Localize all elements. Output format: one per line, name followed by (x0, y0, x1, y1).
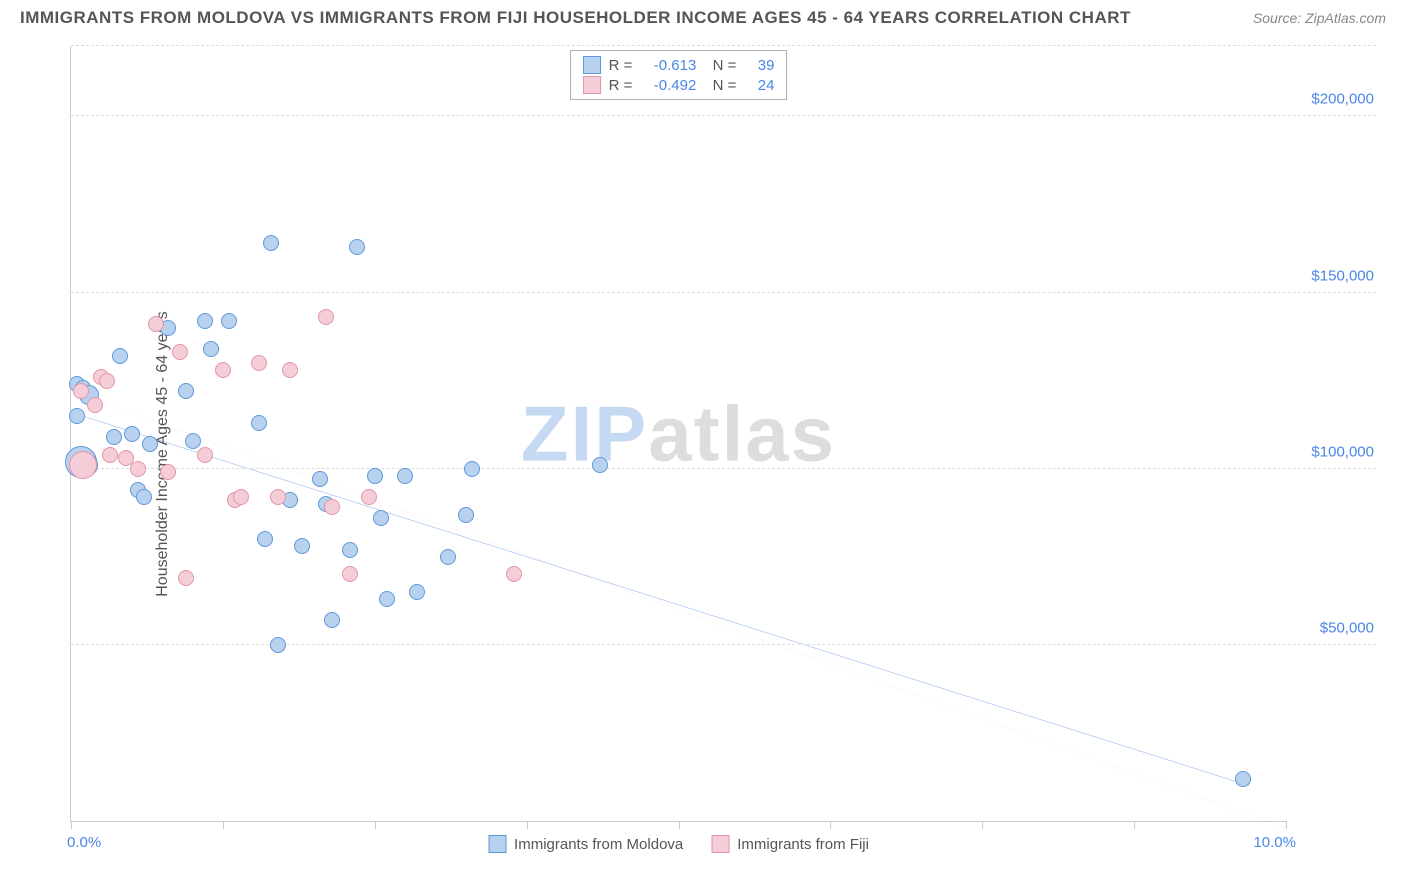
data-point (324, 612, 340, 628)
data-point (106, 429, 122, 445)
chart-container: Householder Income Ages 45 - 64 years ZI… (20, 36, 1386, 872)
stats-legend: R = -0.613 N = 39 R = -0.492 N = 24 (570, 50, 788, 100)
trend-lines (71, 46, 1286, 821)
data-point (440, 549, 456, 565)
data-point (142, 436, 158, 452)
data-point (130, 461, 146, 477)
stat-key-r: R = (609, 57, 633, 74)
data-point (102, 447, 118, 463)
legend-swatch (583, 76, 601, 94)
legend-item: Immigrants from Moldova (488, 835, 683, 853)
data-point (257, 531, 273, 547)
gridline (71, 45, 1376, 46)
stat-val-n: 39 (744, 57, 774, 74)
data-point (318, 309, 334, 325)
data-point (397, 468, 413, 484)
x-tick (223, 821, 224, 829)
data-point (342, 542, 358, 558)
legend-swatch (488, 835, 506, 853)
data-point (215, 362, 231, 378)
x-tick (71, 821, 72, 829)
data-point (592, 457, 608, 473)
x-tick (375, 821, 376, 829)
y-tick-label: $100,000 (1294, 443, 1374, 460)
data-point (233, 489, 249, 505)
x-tick (679, 821, 680, 829)
data-point (69, 451, 97, 479)
data-point (178, 570, 194, 586)
data-point (342, 566, 358, 582)
data-point (148, 316, 164, 332)
data-point (409, 584, 425, 600)
data-point (263, 235, 279, 251)
y-tick-label: $200,000 (1294, 91, 1374, 108)
x-tick (527, 821, 528, 829)
data-point (324, 499, 340, 515)
stat-key-n: N = (704, 77, 736, 94)
x-tick (830, 821, 831, 829)
data-point (361, 489, 377, 505)
chart-title: IMMIGRANTS FROM MOLDOVA VS IMMIGRANTS FR… (20, 8, 1131, 28)
series-legend: Immigrants from Moldova Immigrants from F… (488, 835, 869, 853)
legend-swatch (583, 56, 601, 74)
data-point (379, 591, 395, 607)
x-tick (1286, 821, 1287, 829)
gridline (71, 292, 1376, 293)
data-point (270, 489, 286, 505)
data-point (197, 313, 213, 329)
stat-val-r: -0.613 (640, 57, 696, 74)
data-point (160, 464, 176, 480)
data-point (69, 408, 85, 424)
stat-key-n: N = (704, 57, 736, 74)
legend-label: Immigrants from Fiji (737, 836, 869, 853)
x-max-label: 10.0% (1253, 834, 1296, 851)
data-point (203, 341, 219, 357)
stat-key-r: R = (609, 77, 633, 94)
y-tick-label: $150,000 (1294, 267, 1374, 284)
data-point (251, 415, 267, 431)
stat-val-r: -0.492 (640, 77, 696, 94)
stats-legend-row: R = -0.613 N = 39 (583, 55, 775, 75)
data-point (136, 489, 152, 505)
data-point (73, 383, 89, 399)
data-point (506, 566, 522, 582)
y-tick-label: $50,000 (1294, 619, 1374, 636)
data-point (197, 447, 213, 463)
gridline (71, 115, 1376, 116)
data-point (87, 397, 103, 413)
data-point (373, 510, 389, 526)
data-point (464, 461, 480, 477)
data-point (112, 348, 128, 364)
legend-label: Immigrants from Moldova (514, 836, 683, 853)
data-point (221, 313, 237, 329)
stats-legend-row: R = -0.492 N = 24 (583, 75, 775, 95)
data-point (251, 355, 267, 371)
data-point (185, 433, 201, 449)
gridline (71, 468, 1376, 469)
gridline (71, 644, 1376, 645)
data-point (294, 538, 310, 554)
legend-swatch (711, 835, 729, 853)
data-point (172, 344, 188, 360)
data-point (349, 239, 365, 255)
data-point (312, 471, 328, 487)
data-point (99, 373, 115, 389)
data-point (178, 383, 194, 399)
x-min-label: 0.0% (67, 834, 101, 851)
data-point (282, 362, 298, 378)
data-point (124, 426, 140, 442)
x-tick (982, 821, 983, 829)
x-tick (1134, 821, 1135, 829)
source-label: Source: ZipAtlas.com (1253, 10, 1386, 26)
data-point (1235, 771, 1251, 787)
plot-area: ZIPatlas R =-0.613 N =39R =-0.492 N =24 … (70, 46, 1286, 822)
data-point (270, 637, 286, 653)
data-point (367, 468, 383, 484)
stat-val-n: 24 (744, 77, 774, 94)
data-point (458, 507, 474, 523)
legend-item: Immigrants from Fiji (711, 835, 869, 853)
